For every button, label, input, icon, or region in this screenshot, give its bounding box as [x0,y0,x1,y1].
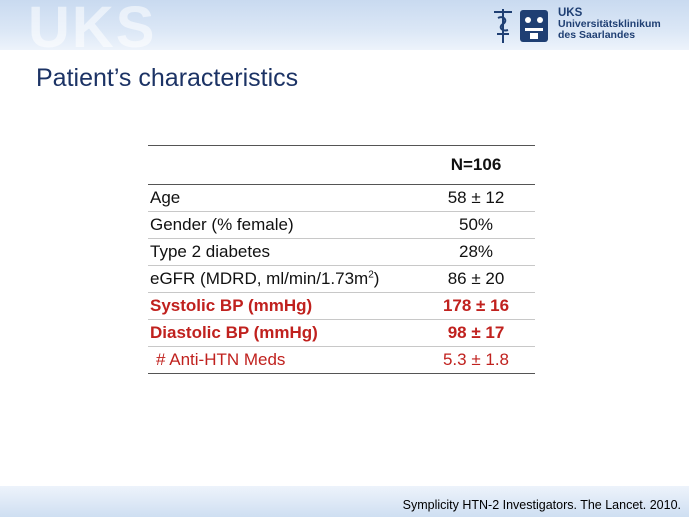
column-header-n: N=106 [417,145,535,185]
row-label-systolic: Systolic BP (mmHg) [148,292,417,320]
egfr-label-prefix: eGFR (MDRD, ml/min/1.73m [150,269,369,288]
citation-text: Symplicity HTN-2 Investigators. The Lanc… [402,498,681,512]
logo-abbrev: UKS [558,7,583,19]
row-value-age: 58 ± 12 [417,184,535,212]
row-label-meds: # Anti-HTN Meds [148,346,417,374]
egfr-label-superscript: 2 [368,269,374,281]
table-row: Type 2 diabetes 28% [148,238,535,266]
row-value-diabetes: 28% [417,238,535,266]
logo-line-2: des Saarlandes [558,29,636,41]
table-row: Systolic BP (mmHg) 178 ± 16 [148,292,535,320]
row-label-gender: Gender (% female) [148,211,417,239]
uks-emblem-icon [494,9,548,43]
slide-title: Patient’s characteristics [36,64,299,92]
table-row: eGFR (MDRD, ml/min/1.73m2) 86 ± 20 [148,265,535,293]
row-value-meds: 5.3 ± 1.8 [417,346,535,374]
egfr-label-suffix: ) [373,269,380,288]
header-watermark: UKS [28,0,157,60]
table-header-row: N=106 [148,145,535,185]
table-row: Gender (% female) 50% [148,211,535,239]
header-blank-cell [148,145,417,185]
row-value-gender: 50% [417,211,535,239]
characteristics-table: N=106 Age 58 ± 12 Gender (% female) 50% … [148,145,535,374]
row-value-systolic: 178 ± 16 [417,292,535,320]
row-label-diastolic: Diastolic BP (mmHg) [148,319,417,347]
table-row: Diastolic BP (mmHg) 98 ± 17 [148,319,535,347]
table-row: # Anti-HTN Meds 5.3 ± 1.8 [148,346,535,374]
footer-band [0,486,689,517]
row-label-egfr: eGFR (MDRD, ml/min/1.73m2) [148,265,417,293]
logo-text: UKS Universitätsklinikum des Saarlandes [558,7,661,41]
table-row: Age 58 ± 12 [148,184,535,212]
row-value-diastolic: 98 ± 17 [417,319,535,347]
header-band: UKS UKS Universitätsklinikum des Saarlan… [0,0,689,60]
row-label-age: Age [148,184,417,212]
row-label-diabetes: Type 2 diabetes [148,238,417,266]
logo-line-1: Universitätsklinikum [558,18,661,30]
row-value-egfr: 86 ± 20 [417,265,535,293]
uks-logo: UKS Universitätsklinikum des Saarlandes [490,6,680,46]
